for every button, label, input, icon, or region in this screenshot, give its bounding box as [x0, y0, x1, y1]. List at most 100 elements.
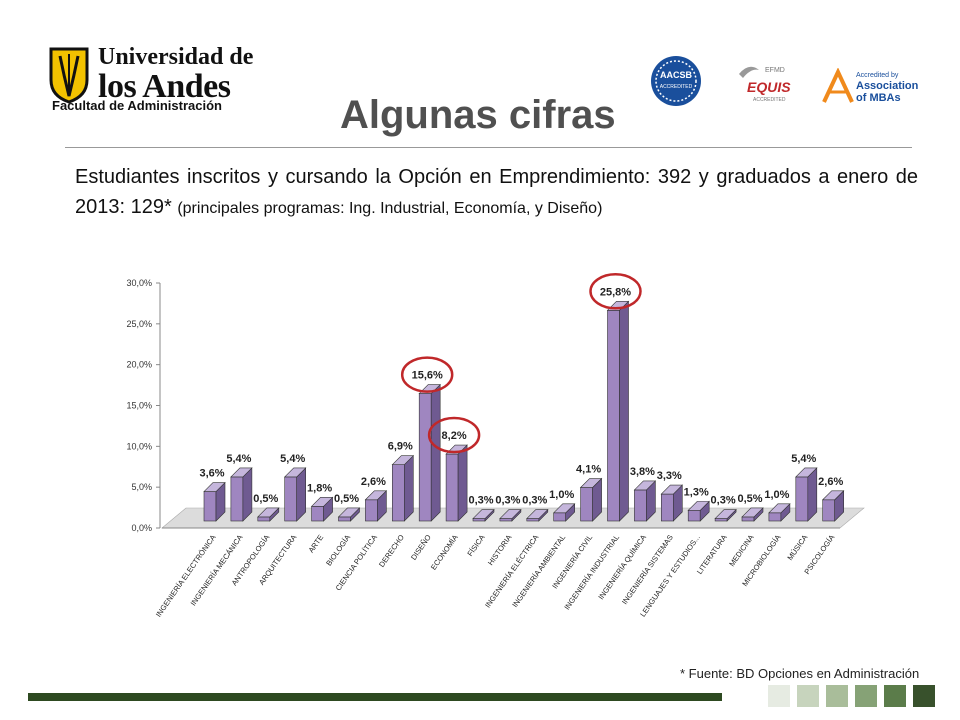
- bar: [283, 467, 307, 522]
- bar: [257, 507, 280, 522]
- bar: [472, 508, 495, 522]
- x-category-label: HISTORIA: [486, 533, 514, 567]
- bar-front: [203, 491, 217, 522]
- bar-value-label: 5,4%: [791, 453, 816, 465]
- bar-value-label: 8,2%: [442, 430, 467, 442]
- bar: [741, 507, 764, 522]
- highlight-circle: [400, 356, 454, 393]
- bar-top: [821, 490, 845, 501]
- bar-value-label: 1,8%: [307, 482, 332, 494]
- bar-value-label: 0,3%: [495, 495, 520, 507]
- bar: [445, 444, 468, 522]
- chart-highlight-circles: [400, 273, 642, 454]
- amba-line2: Association: [856, 80, 919, 92]
- x-category-label: ARTE: [306, 533, 325, 554]
- aacsb-seal-icon: AACSB ACCREDITED: [651, 56, 701, 106]
- bar-front: [391, 464, 405, 522]
- x-category-label: INGENIERÍA MECÁNICA: [189, 533, 245, 607]
- y-tick-label: 0,0%: [131, 523, 152, 533]
- bar-top: [768, 503, 791, 514]
- chart-bars: [203, 300, 845, 522]
- bar-value-label: 0,3%: [522, 495, 547, 507]
- bar-side: [457, 444, 468, 522]
- y-tick-label: 30,0%: [126, 278, 152, 288]
- y-tick-label: 15,0%: [126, 401, 152, 411]
- bar-value-label: 0,5%: [334, 493, 359, 505]
- x-category-label: DERECHO: [377, 533, 406, 569]
- equis-top: EFMD: [765, 67, 785, 74]
- bar-front: [634, 489, 647, 522]
- highlight-circle: [589, 273, 642, 310]
- bar: [364, 490, 388, 522]
- bar: [418, 383, 441, 522]
- footer-square: [884, 685, 906, 707]
- bar-value-label: 3,8%: [630, 466, 655, 478]
- aacsb-logo: AACSB ACCREDITED: [650, 55, 702, 112]
- bar-value-label: 3,6%: [199, 468, 224, 480]
- bar-front: [768, 512, 782, 522]
- bar: [391, 454, 415, 522]
- bar-top: [526, 509, 549, 519]
- bar: [714, 508, 737, 522]
- bar-front: [472, 518, 486, 522]
- bar: [606, 300, 630, 522]
- footer-square: [797, 685, 819, 707]
- bar: [310, 496, 334, 522]
- bar-front: [311, 505, 324, 522]
- bar-side: [430, 383, 441, 522]
- x-category-label: ECONOMÍA: [429, 533, 460, 572]
- bar-top: [283, 467, 307, 478]
- bar-top: [687, 501, 710, 511]
- bar-top: [257, 507, 280, 518]
- bar-top: [391, 455, 415, 465]
- bar-top: [364, 490, 388, 501]
- equis-bottom: ACCREDITED: [753, 97, 786, 103]
- bar-top: [741, 507, 764, 518]
- footer-square: [826, 685, 848, 707]
- bar-value-label: 6,9%: [388, 441, 413, 453]
- bar-front: [741, 516, 755, 522]
- x-category-label: INGENIERÍA QUÍMICA: [596, 533, 648, 601]
- bar-front: [553, 512, 567, 522]
- y-tick-label: 25,0%: [126, 319, 152, 329]
- highlight-circle: [427, 416, 481, 454]
- title-divider: [65, 147, 912, 148]
- bar: [526, 508, 549, 522]
- bar-value-label: 15,6%: [412, 370, 443, 382]
- amba-line3: of MBAs: [856, 92, 901, 104]
- x-category-label: MEDICINA: [727, 533, 755, 568]
- bar-front: [580, 487, 593, 522]
- bar-top: [230, 467, 253, 478]
- bar-top: [337, 507, 361, 518]
- x-category-label: INGENIERÍA SISTEMAS: [620, 533, 675, 606]
- footer-square: [768, 685, 790, 707]
- bar: [660, 484, 684, 522]
- bar: [687, 500, 710, 522]
- equis-main: EQUIS: [747, 79, 791, 95]
- x-category-label: BIOLOGÍA: [324, 533, 352, 568]
- paragraph-small-text: (principales programas: Ing. Industrial,…: [177, 200, 603, 217]
- bar-front: [687, 510, 701, 522]
- bar: [203, 481, 226, 522]
- bar-top: [795, 467, 818, 478]
- x-category-label: INGENIERÍA ELÉCTRICA: [483, 533, 540, 610]
- amba-logo: Accredited by Association of MBAs: [822, 67, 922, 113]
- bar-value-label: 1,0%: [764, 489, 789, 501]
- amba-icon: Accredited by Association of MBAs: [822, 67, 919, 104]
- bar-front: [257, 516, 271, 522]
- x-category-label: INGENIERÍA AMBIENTAL: [510, 533, 567, 609]
- intro-paragraph: Estudiantes inscritos y cursando la Opci…: [75, 162, 918, 224]
- equis-icon: EFMD EQUIS ACCREDITED: [739, 66, 791, 103]
- bar-side: [619, 300, 629, 522]
- bar-top: [633, 480, 657, 491]
- chart-data-labels: 3,6%5,4%0,5%5,4%1,8%0,5%2,6%6,9%15,6%8,2…: [199, 286, 843, 506]
- x-category-label: DISEÑO: [409, 533, 433, 562]
- bar-top: [660, 484, 684, 495]
- university-logo: Universidad de los Andes Facultad de Adm…: [48, 40, 253, 120]
- bar-front: [660, 493, 674, 522]
- y-tick-label: 20,0%: [126, 360, 152, 370]
- bar: [579, 477, 603, 522]
- bar-value-label: 4,1%: [576, 464, 601, 476]
